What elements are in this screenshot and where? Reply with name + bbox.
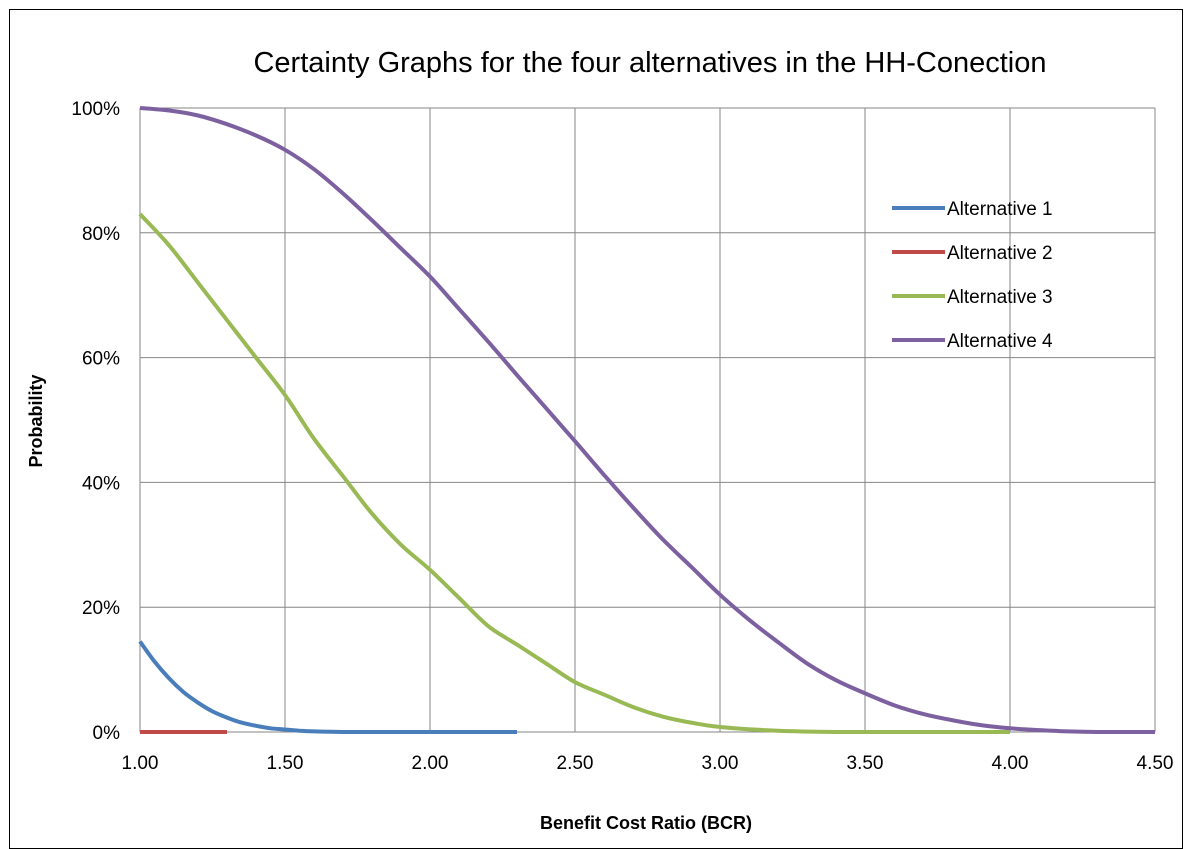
legend: Alternative 1 Alternative 2 Alternative 3 A… [892,199,1053,352]
series-line-alternative-1 [138,640,517,734]
y-axis-label: Probability [26,374,46,467]
x-tick-label: 3.50 [847,753,884,774]
x-tick-label: 3.00 [702,753,739,774]
x-tick-label: 4.00 [992,753,1029,774]
series-line-alternative-3 [138,212,1010,734]
x-tick-label: 4.50 [1137,753,1174,774]
y-tick-label: 20% [82,598,120,619]
y-tick-label: 0% [93,723,121,744]
legend-label-alternative-1: Alternative 1 [947,199,1053,220]
x-tick-label: 2.50 [557,753,594,774]
x-axis-ticks: 1.00 1.50 2.00 2.50 3.00 3.50 4.00 4.50 [122,753,1174,774]
y-axis-ticks: 0% 20% 40% 60% 80% 100% [71,99,120,744]
y-tick-label: 40% [82,473,120,494]
legend-label-alternative-2: Alternative 2 [947,243,1053,264]
y-tick-label: 80% [82,224,120,245]
x-tick-label: 1.50 [267,753,304,774]
y-tick-label: 100% [71,99,120,120]
y-tick-label: 60% [82,349,120,370]
chart-title: Certainty Graphs for the four alternativ… [253,47,1046,79]
x-tick-label: 2.00 [412,753,449,774]
legend-label-alternative-3: Alternative 3 [947,287,1053,308]
series-lines [138,106,1155,734]
series-line-alternative-4 [139,106,1155,734]
x-axis-label: Benefit Cost Ratio (BCR) [540,813,752,833]
x-tick-label: 1.00 [122,753,159,774]
legend-label-alternative-4: Alternative 4 [947,331,1053,352]
